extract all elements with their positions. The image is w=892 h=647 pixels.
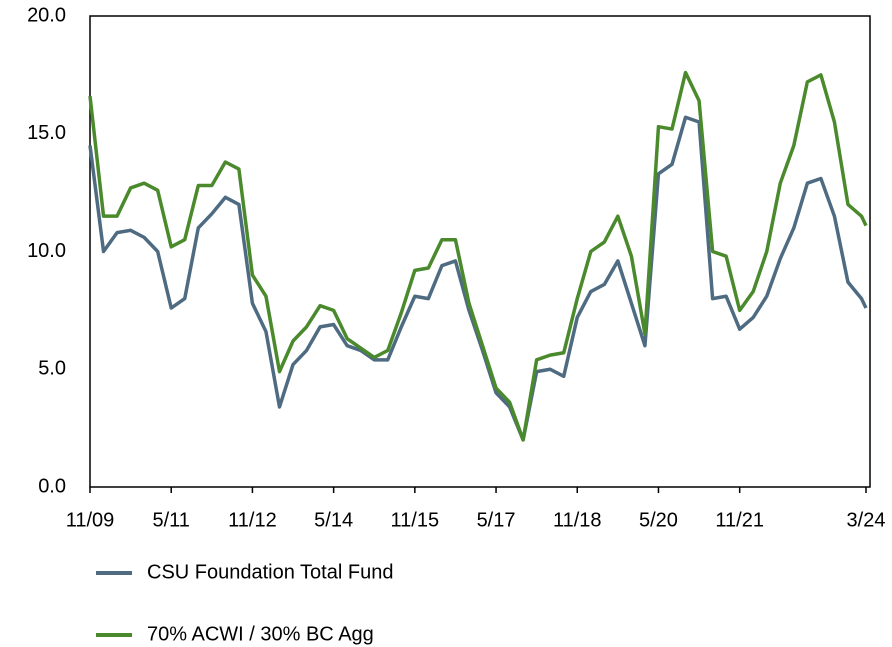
x-tick-label: 11/21 xyxy=(715,509,764,531)
y-tick-label: 0.0 xyxy=(38,475,66,497)
x-tick-label: 11/15 xyxy=(391,509,440,531)
x-tick-label: 11/18 xyxy=(553,509,602,531)
y-tick-label: 10.0 xyxy=(27,240,66,262)
legend-label: 70% ACWI / 30% BC Agg xyxy=(147,623,374,645)
y-tick-label: 15.0 xyxy=(27,122,66,144)
x-tick-label: 5/11 xyxy=(152,509,189,531)
x-tick-label: 3/24 xyxy=(847,509,886,531)
x-tick-label: 5/14 xyxy=(314,509,353,531)
x-tick-label: 5/17 xyxy=(477,509,516,531)
x-tick-label: 5/20 xyxy=(639,509,678,531)
plot-frame xyxy=(89,15,871,488)
series-line xyxy=(88,115,868,442)
series-line xyxy=(88,70,868,442)
x-tick-label: 11/09 xyxy=(66,509,115,531)
legend-label: CSU Foundation Total Fund xyxy=(147,561,393,583)
x-tick-label: 11/12 xyxy=(228,509,277,531)
y-tick-label: 20.0 xyxy=(27,4,66,26)
y-tick-label: 5.0 xyxy=(38,358,66,380)
